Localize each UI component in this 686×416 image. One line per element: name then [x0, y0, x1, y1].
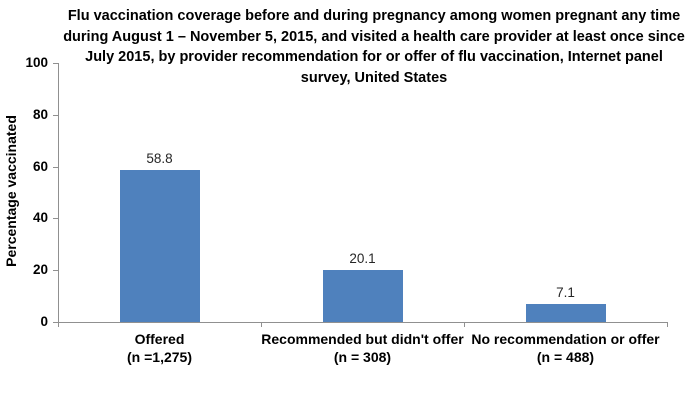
category-label-line-1: Offered: [134, 331, 185, 347]
y-tick-mark: [53, 114, 58, 116]
y-tick-label: 0: [40, 314, 48, 329]
x-tick-mark: [464, 322, 465, 327]
y-tick-label: 40: [32, 210, 48, 226]
x-tick-mark: [667, 322, 668, 327]
x-tick-mark: [261, 322, 262, 327]
category-label-line-2: (n = 488): [536, 348, 595, 365]
chart-title-line-2: during August 1 – November 5, 2015, and …: [63, 28, 685, 45]
y-tick-label: 60: [32, 158, 48, 174]
y-axis-title: Percentage vaccinated: [3, 115, 19, 267]
bar: [525, 303, 606, 322]
category-label: No recommendation or offer (n = 488): [464, 331, 667, 366]
bar-value-label: 7.1: [556, 284, 575, 300]
x-tick-mark: [58, 322, 59, 327]
bar: [119, 169, 200, 322]
y-tick-mark: [53, 270, 58, 272]
y-tick-label: 80: [32, 106, 48, 122]
y-tick-mark: [53, 218, 58, 220]
y-tick-mark: [53, 166, 58, 168]
bar: [322, 269, 403, 322]
chart-title: Flu vaccination coverage before and duri…: [62, 6, 686, 88]
chart-title-line-3: July 2015, by provider recommendation fo…: [85, 49, 663, 65]
category-label-line-1: No recommendation or offer: [471, 331, 660, 347]
chart-title-line-1: Flu vaccination coverage before and duri…: [67, 8, 681, 24]
category-label: Recommended but didn't offer (n = 308): [261, 331, 464, 366]
y-tick-mark: [53, 63, 58, 64]
bar-value-label: 58.8: [146, 150, 173, 166]
bar-value-label: 20.1: [349, 250, 376, 266]
category-label-line-2: (n =1,275): [127, 348, 192, 365]
y-tick-mark: [53, 322, 58, 323]
y-axis-line: [58, 63, 59, 322]
y-tick-label: 20: [32, 262, 48, 278]
category-label: Offered (n =1,275): [58, 331, 261, 366]
category-label-line-2: (n = 308): [333, 348, 392, 365]
y-tick-label: 100: [25, 55, 48, 70]
chart-title-line-4: survey, United States: [300, 69, 448, 86]
category-label-line-1: Recommended but didn't offer: [261, 331, 464, 347]
x-axis-line: [58, 322, 668, 323]
